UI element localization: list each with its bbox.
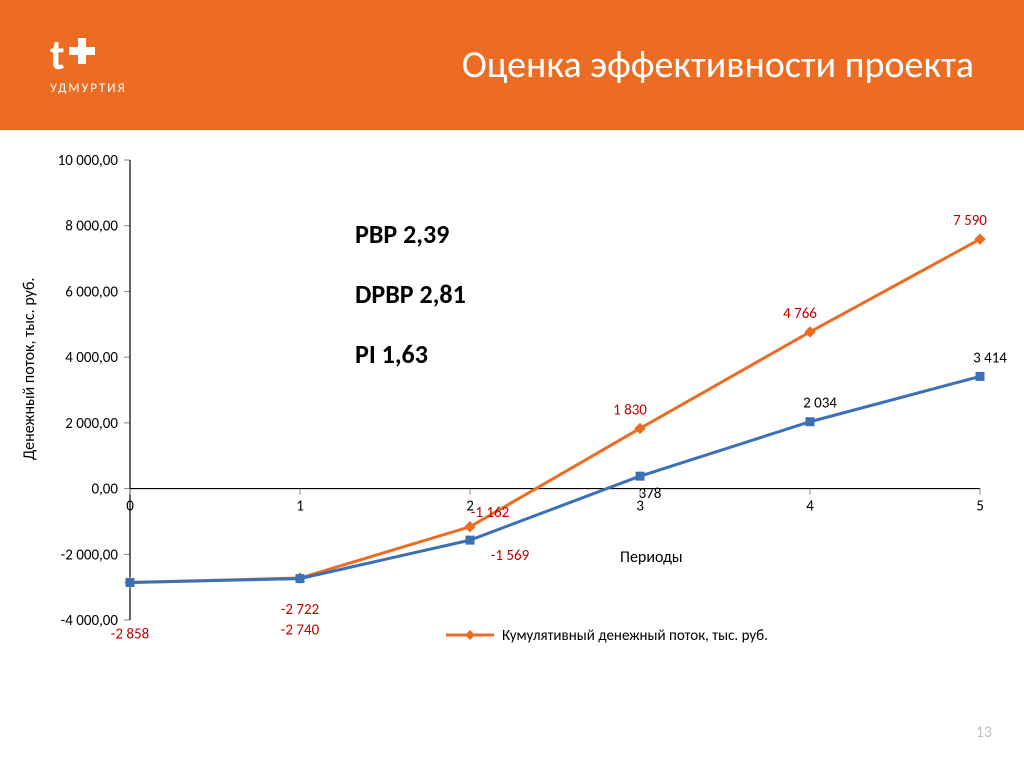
svg-text:6 000,00: 6 000,00 xyxy=(65,283,118,301)
line-chart: -4 000,00 -2 000,00 0,00 2 000,00 4 000,00 6 … xyxy=(0,130,1024,750)
svg-text:-4 000,00: -4 000,00 xyxy=(61,612,119,630)
svg-text:2 034: 2 034 xyxy=(803,395,837,413)
svg-text:378: 378 xyxy=(639,485,662,503)
svg-text:-2 000,00: -2 000,00 xyxy=(61,546,119,564)
svg-text:-2 740: -2 740 xyxy=(281,622,320,640)
svg-text:4: 4 xyxy=(806,498,814,516)
svg-text:-1 569: -1 569 xyxy=(491,547,530,565)
svg-text:-2 858: -2 858 xyxy=(111,625,149,643)
svg-text:1: 1 xyxy=(296,498,304,516)
svg-text:4 766: 4 766 xyxy=(783,305,817,323)
svg-text:-2 722: -2 722 xyxy=(281,601,319,619)
logo-mark: t xyxy=(50,35,127,77)
svg-text:0,00: 0,00 xyxy=(91,481,118,499)
svg-text:10 000,00: 10 000,00 xyxy=(58,152,119,170)
svg-text:4 000,00: 4 000,00 xyxy=(65,349,118,367)
metric-pbp: PBP 2,39 xyxy=(355,205,466,265)
chart-area: -4 000,00 -2 000,00 0,00 2 000,00 4 000,00 6 … xyxy=(0,130,1024,750)
slide-header: t УДМУРТИЯ Оценка эффективности проекта xyxy=(0,0,1024,130)
svg-text:3 414: 3 414 xyxy=(973,349,1007,367)
logo-letter: t xyxy=(50,35,65,77)
svg-text:-1 162: -1 162 xyxy=(471,504,509,522)
svg-text:7 590: 7 590 xyxy=(953,212,987,230)
metrics-block: PBP 2,39 DPBP 2,81 PI 1,63 xyxy=(355,205,466,384)
svg-text:8 000,00: 8 000,00 xyxy=(65,218,118,236)
svg-text:Кумулятивный денежный поток, т: Кумулятивный денежный поток, тыс. руб. xyxy=(502,627,768,645)
slide-title: Оценка эффективности проекта xyxy=(462,42,974,88)
svg-text:1 830: 1 830 xyxy=(613,401,647,419)
svg-text:0: 0 xyxy=(126,498,134,516)
y-axis-label: Денежный поток, тыс. руб. xyxy=(20,278,39,460)
plus-icon xyxy=(69,38,95,64)
logo: t УДМУРТИЯ xyxy=(50,35,127,96)
page-number: 13 xyxy=(976,723,992,742)
logo-subtext: УДМУРТИЯ xyxy=(50,81,127,96)
x-axis-label: Периоды xyxy=(620,548,683,567)
metric-dpbp: DPBP 2,81 xyxy=(355,265,466,325)
metric-pi: PI 1,63 xyxy=(355,325,466,385)
svg-text:2 000,00: 2 000,00 xyxy=(65,415,118,433)
svg-text:5: 5 xyxy=(976,498,984,516)
